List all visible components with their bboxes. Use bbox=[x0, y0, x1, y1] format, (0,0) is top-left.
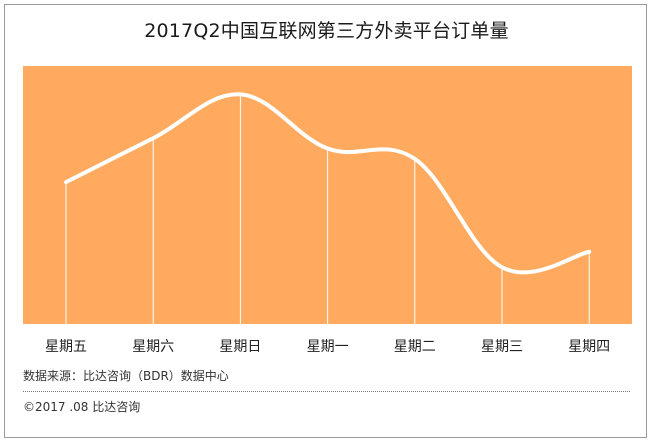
x-tick-label: 星期五 bbox=[45, 339, 87, 355]
x-axis-tick-labels: 星期五 星期六 星期日 星期一 星期二 星期三 星期四 bbox=[45, 339, 610, 355]
x-tick-label: 星期一 bbox=[307, 339, 349, 355]
drop-lines bbox=[65, 94, 590, 324]
x-tick-label: 星期三 bbox=[481, 339, 523, 355]
source-note: 数据来源：比达咨询（BDR）数据中心 bbox=[23, 369, 229, 383]
x-tick-label: 星期二 bbox=[394, 339, 436, 355]
chart-title: 2017Q2中国互联网第三方外卖平台订单量 bbox=[144, 20, 509, 42]
series-line bbox=[64, 92, 592, 275]
x-tick-label: 星期日 bbox=[219, 339, 261, 355]
x-tick-label: 星期四 bbox=[568, 339, 610, 355]
x-tick-label: 星期六 bbox=[132, 339, 174, 355]
copyright-note: ©2017 .08 比达咨询 bbox=[23, 400, 141, 414]
footer-divider bbox=[23, 391, 630, 392]
